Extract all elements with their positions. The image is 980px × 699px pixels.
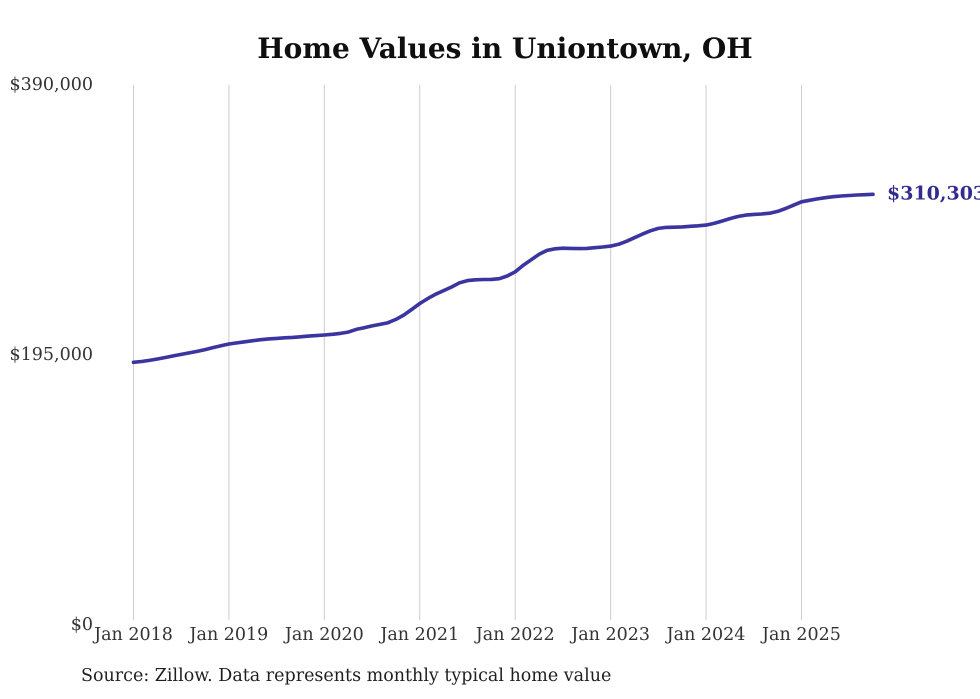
end-value-label: $310,303 (887, 182, 980, 204)
chart-title: Home Values in Uniontown, OH (257, 32, 753, 65)
home-value-series-line (131, 192, 875, 365)
source-note: Source: Zillow. Data represents monthly … (81, 666, 611, 686)
x-axis-tick-label: Jan 2021 (378, 625, 459, 645)
x-axis-tick-label: Jan 2020 (283, 625, 364, 645)
x-axis-labels: Jan 2018 Jan 2019 Jan 2020 Jan 2021 Jan 2022… (92, 625, 841, 645)
vertical-gridlines (133, 85, 802, 620)
x-axis-tick-label: Jan 2019 (188, 625, 269, 645)
y-axis-labels: $390,000 $195,000 $0 (9, 75, 93, 635)
x-axis-tick-label: Jan 2018 (92, 625, 173, 645)
x-axis-tick-label: Jan 2024 (665, 625, 746, 645)
x-axis-tick-label: Jan 2022 (474, 625, 555, 645)
y-axis-tick-label: $390,000 (9, 75, 93, 95)
y-axis-tick-label: $0 (71, 615, 93, 635)
y-axis-tick-label: $195,000 (9, 345, 93, 365)
x-axis-tick-label: Jan 2023 (569, 625, 650, 645)
x-axis-tick-label: Jan 2025 (760, 625, 841, 645)
